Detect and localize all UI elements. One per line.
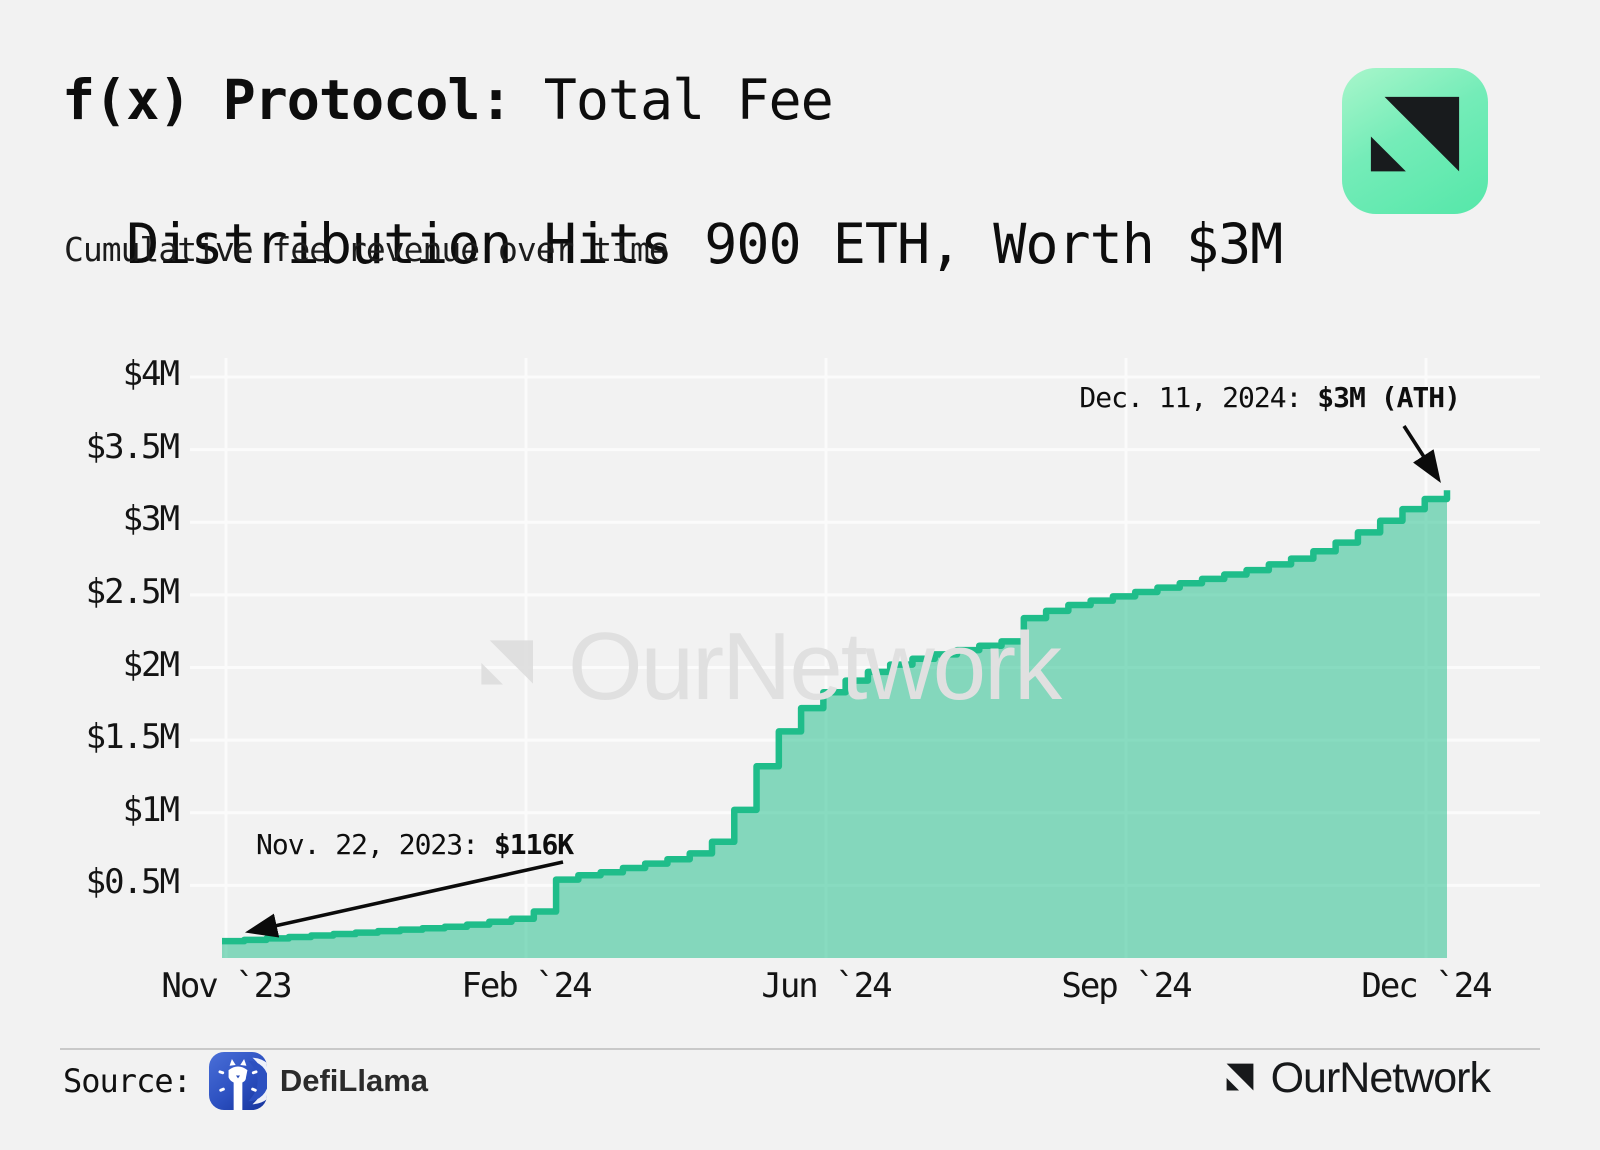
x-axis-tick-label: Dec `24	[1361, 966, 1492, 1006]
annotation-first-value: $116K	[493, 828, 574, 861]
x-axis-tick-label: Sep `24	[1061, 966, 1192, 1006]
footer-brand-wordmark: OurNetwork	[1270, 1054, 1491, 1102]
annotation-ath-point: Dec. 11, 2024: $3M (ATH)	[1079, 381, 1461, 414]
y-axis-tick-label: $4M	[122, 354, 180, 394]
defillama-wordmark: DefiLlama	[279, 1063, 429, 1098]
annotation-first-date: Nov. 22, 2023:	[256, 828, 494, 861]
annotation-ath-date: Dec. 11, 2024:	[1079, 381, 1318, 414]
ournetwork-logo-badge	[1342, 68, 1488, 214]
source-attribution: Source: DefiLlama	[63, 1052, 428, 1110]
x-axis-tick-label: Nov `23	[161, 966, 292, 1006]
title-regular-segment-1: Total Fee	[511, 68, 834, 132]
footer-n-icon	[1226, 1063, 1254, 1090]
title-bold-segment: f(x) Protocol:	[62, 68, 513, 132]
y-axis-tick-label: $1.5M	[85, 717, 180, 758]
y-axis-tick-label: $0.5M	[85, 862, 180, 903]
source-label: Source:	[63, 1062, 192, 1100]
y-axis-tick-label: $2M	[122, 644, 180, 685]
llama-icon-art	[218, 1057, 267, 1110]
y-axis-tick-label: $2.5M	[85, 571, 180, 612]
annotation-first-point: Nov. 22, 2023: $116K	[256, 828, 574, 861]
defillama-llama-icon	[208, 1052, 267, 1110]
page-title: f(x) Protocol: Total Fee Distribution Hi…	[62, 64, 1322, 280]
title-regular-segment-2: Distribution Hits 900 ETH, Worth $3M	[126, 212, 1283, 276]
x-axis-tick-label: Jun `24	[761, 966, 892, 1006]
annotation-ath-value: $3M (ATH)	[1317, 381, 1461, 414]
footer-divider	[60, 1048, 1540, 1050]
x-axis-tick-label: Feb `24	[461, 966, 592, 1006]
y-axis-tick-label: $3.5M	[85, 426, 180, 467]
ournetwork-n-icon	[1370, 96, 1460, 172]
y-axis-tick-label: $3M	[122, 499, 180, 540]
chart-subtitle: Cumulative fee revenue over time	[64, 230, 669, 269]
footer-brand: OurNetwork	[1217, 1054, 1491, 1103]
y-axis-tick-label: $1M	[122, 789, 180, 830]
